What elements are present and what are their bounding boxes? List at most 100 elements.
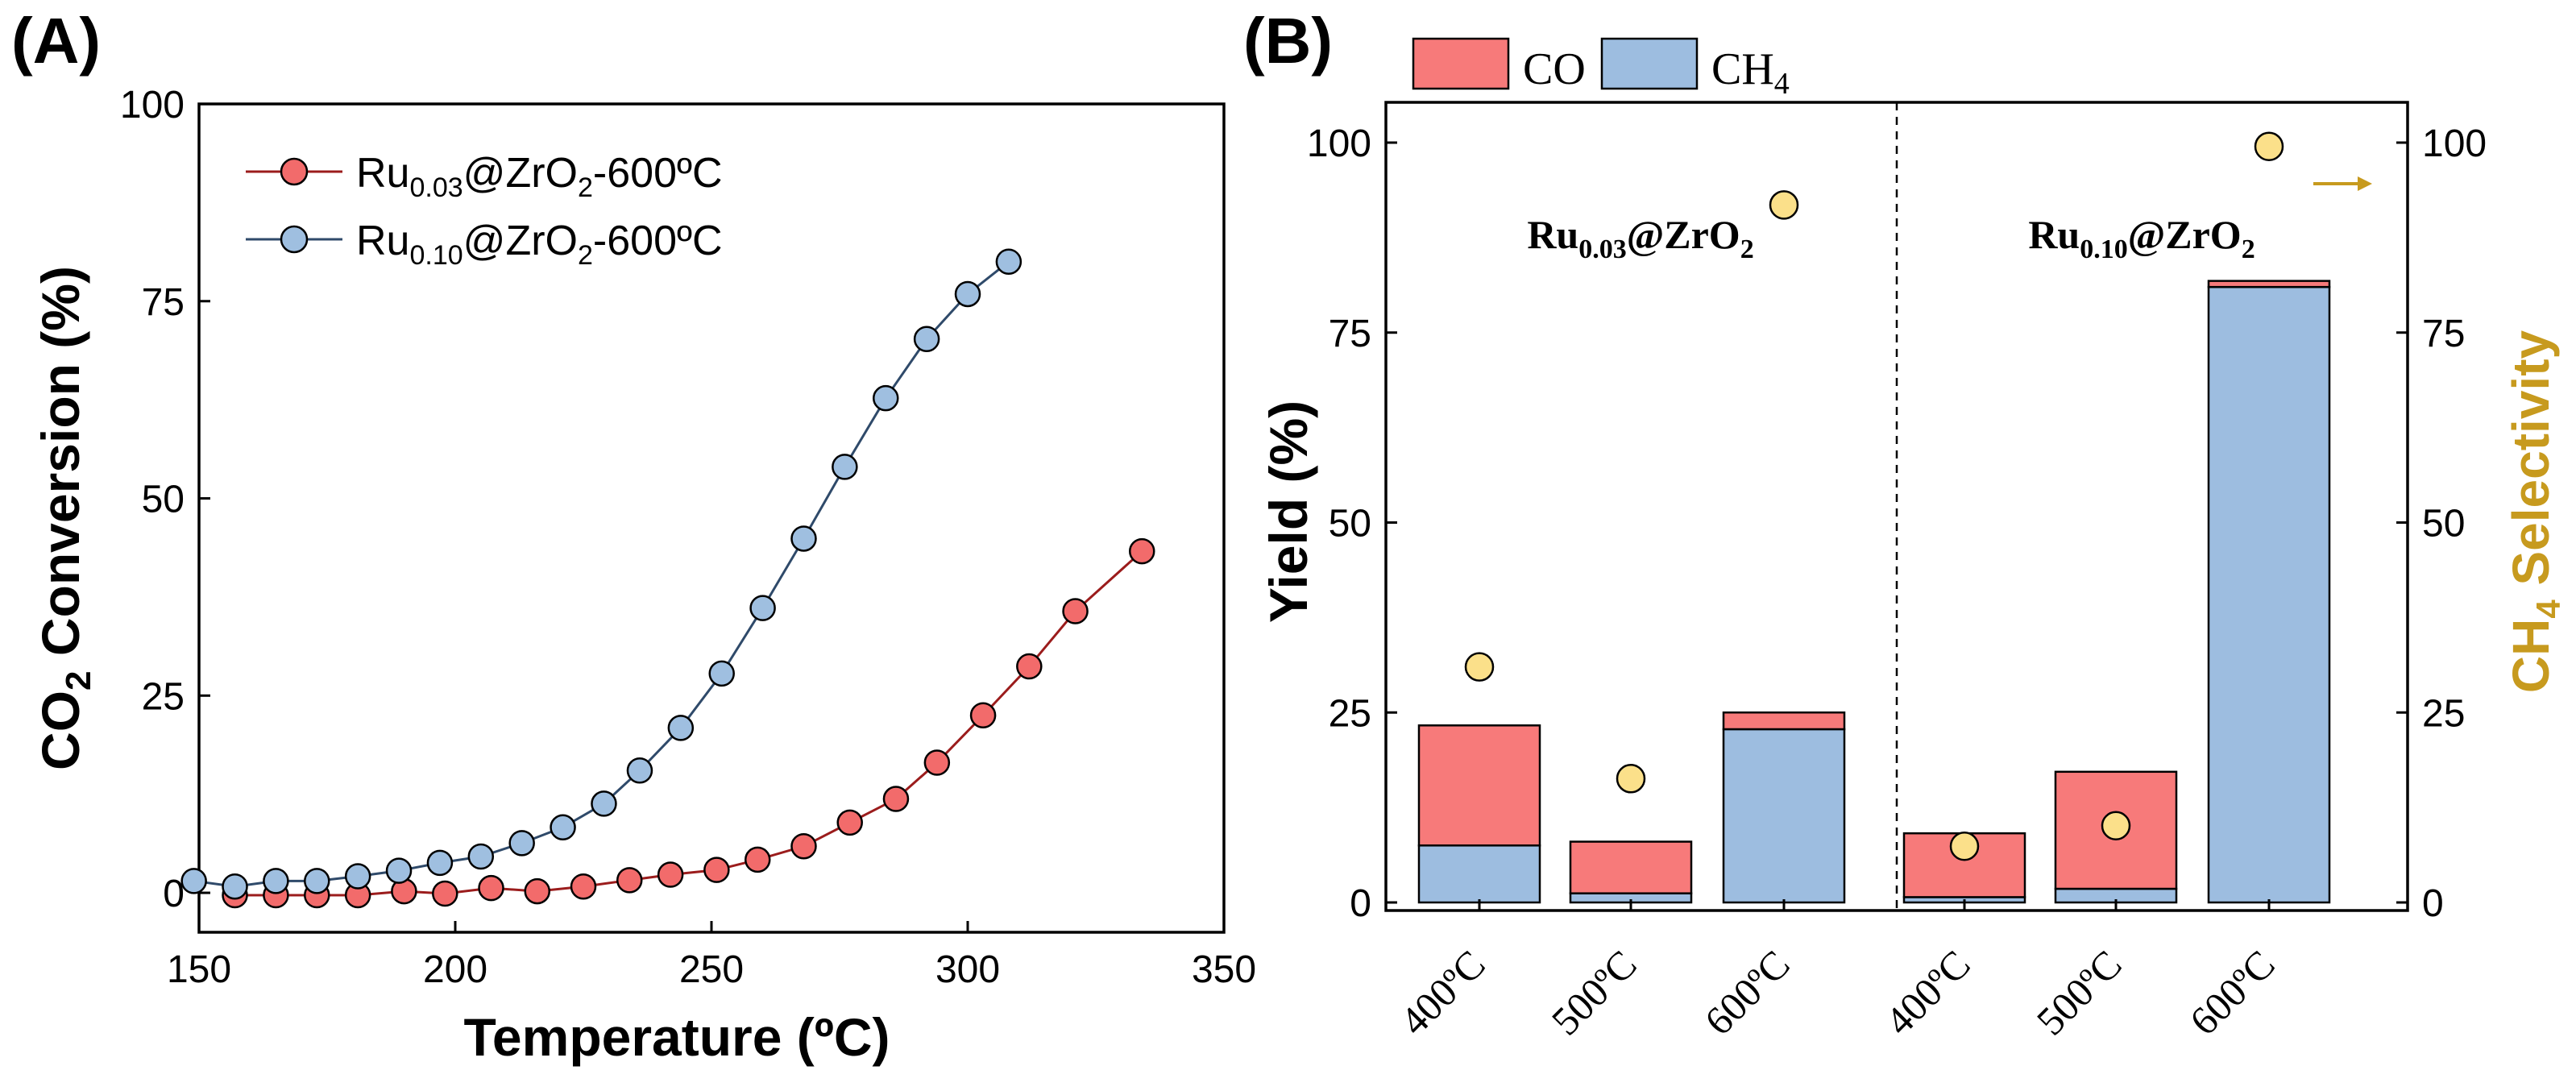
panel-b-left-axis: 0 25 50 75 100 (1307, 122, 1397, 925)
category-label: 500ºC (2028, 941, 2130, 1043)
panel-b-x-axis: 400ºC 500ºC 600ºC 400ºC 500ºC 600ºC (1392, 899, 2284, 1043)
panel-a-x-axis: 150 200 250 300 350 (167, 921, 1256, 991)
legend-label-co: CO (1523, 44, 1586, 94)
data-point-ru010 (626, 757, 653, 784)
x-tick-label: 300 (935, 948, 1000, 991)
bar-co (1569, 840, 1693, 894)
y-tick-label: 75 (142, 281, 185, 324)
y-tick-label: 50 (142, 479, 185, 521)
data-point-ru003 (836, 809, 863, 836)
legend-label-ru003: Ru0.03@ZrO2-600ºC (356, 150, 723, 203)
data-point-ru003 (1016, 653, 1043, 680)
panel-b-bars (1417, 280, 2331, 904)
panel-a-label: (A) (11, 5, 101, 77)
right-axis-arrow-icon (2313, 176, 2372, 191)
right-tick-label: 0 (2422, 882, 2444, 925)
data-point-ru003 (1062, 598, 1089, 624)
panel-b-label: (B) (1243, 5, 1333, 77)
data-point-ru003 (432, 880, 458, 907)
data-point-ru003 (923, 749, 951, 776)
category-label: 400ºC (1392, 941, 1494, 1043)
data-point-ru010 (263, 868, 289, 894)
category-label: 600ºC (2181, 941, 2284, 1043)
y-tick-label: 100 (1307, 122, 1371, 165)
data-point-ru003 (657, 861, 684, 888)
data-point-ru010 (667, 715, 695, 741)
y-tick-label: 50 (1329, 503, 1371, 546)
data-point-ru003 (744, 846, 771, 873)
data-point-ru003 (790, 833, 817, 860)
panel-b-right-axis-title: CH4 Selectivity (2502, 330, 2567, 693)
panel-a-y-axis-title: CO2 Conversion (%) (31, 266, 98, 770)
category-label: 400ºC (1877, 941, 1979, 1043)
y-tick-label: 0 (1350, 882, 1371, 925)
panel-b: (B) CO CH4 0 25 50 75 100 0 25 50 75 100 400ºC 50… (1243, 5, 2567, 1043)
panel-b-legend: CO CH4 (1412, 37, 1790, 101)
bar-ch4 (1417, 844, 1541, 904)
selectivity-point (1769, 190, 1799, 220)
data-point-ru010 (591, 790, 617, 817)
data-point-ru010 (872, 384, 899, 412)
data-point-ru010 (344, 863, 371, 890)
category-label: 500ºC (1543, 941, 1645, 1043)
right-tick-label: 100 (2422, 122, 2487, 165)
y-tick-label: 25 (1329, 692, 1371, 735)
panel-a-legend: Ru0.03@ZrO2-600ºC Ru0.10@ZrO2-600ºC (246, 150, 723, 271)
legend-marker-ru010 (280, 225, 309, 254)
selectivity-point (1616, 764, 1646, 794)
bar-ch4 (1722, 728, 1846, 904)
data-point-ru003 (969, 702, 997, 729)
data-point-ru003 (616, 867, 643, 894)
data-point-ru010 (749, 595, 776, 621)
legend-entry-ru010: Ru0.10@ZrO2-600ºC (246, 218, 723, 271)
data-point-ru003 (882, 786, 910, 812)
bar-co (2207, 280, 2331, 288)
x-tick-label: 350 (1192, 948, 1256, 991)
data-point-ru003 (524, 877, 551, 905)
legend-entry-ru003: Ru0.03@ZrO2-600ºC (246, 150, 723, 203)
x-tick-label: 150 (167, 948, 231, 991)
data-point-ru010 (385, 857, 413, 884)
panel-b-selectivity-points (1464, 131, 2284, 861)
legend-marker-ru003 (280, 157, 309, 186)
data-point-ru010 (832, 454, 858, 480)
data-point-ru010 (508, 830, 535, 857)
data-point-ru003 (478, 874, 504, 902)
selectivity-point (2254, 131, 2284, 161)
data-point-ru010 (222, 873, 248, 900)
panel-b-right-axis: 0 25 50 75 100 (2396, 122, 2487, 925)
right-tick-label: 75 (2422, 313, 2465, 355)
panel-a-series (180, 248, 1155, 909)
data-point-ru010 (467, 843, 495, 870)
y-tick-label: 100 (120, 84, 185, 127)
data-point-ru010 (304, 868, 330, 894)
legend-swatch-co (1412, 37, 1510, 90)
data-point-ru010 (708, 660, 735, 687)
group-label-ru003: Ru0.03@ZrO2 (1527, 212, 1753, 264)
data-point-ru003 (703, 857, 730, 883)
bar-co (1722, 711, 1846, 731)
bar-ch4 (2207, 285, 2331, 904)
legend-label-ru010: Ru0.10@ZrO2-600ºC (356, 218, 723, 271)
legend-label-ch4: CH4 (1711, 44, 1790, 101)
data-point-ru003 (570, 873, 597, 900)
data-point-ru010 (995, 248, 1023, 276)
right-tick-label: 25 (2422, 692, 2465, 735)
group-label-ru010: Ru0.10@ZrO2 (2028, 212, 2255, 264)
data-point-ru010 (954, 280, 981, 308)
data-point-ru010 (790, 525, 817, 552)
x-tick-label: 200 (423, 948, 487, 991)
data-point-ru010 (550, 814, 576, 841)
data-point-ru010 (180, 868, 207, 894)
right-tick-label: 50 (2422, 503, 2465, 546)
selectivity-point (1464, 652, 1495, 682)
bar-co (1417, 724, 1541, 847)
selectivity-point (1949, 831, 1980, 861)
category-label: 600ºC (1696, 941, 1798, 1043)
y-tick-label: 25 (142, 675, 185, 718)
panel-b-y-axis-title: Yield (%) (1259, 400, 1318, 623)
data-point-ru003 (1128, 537, 1155, 565)
